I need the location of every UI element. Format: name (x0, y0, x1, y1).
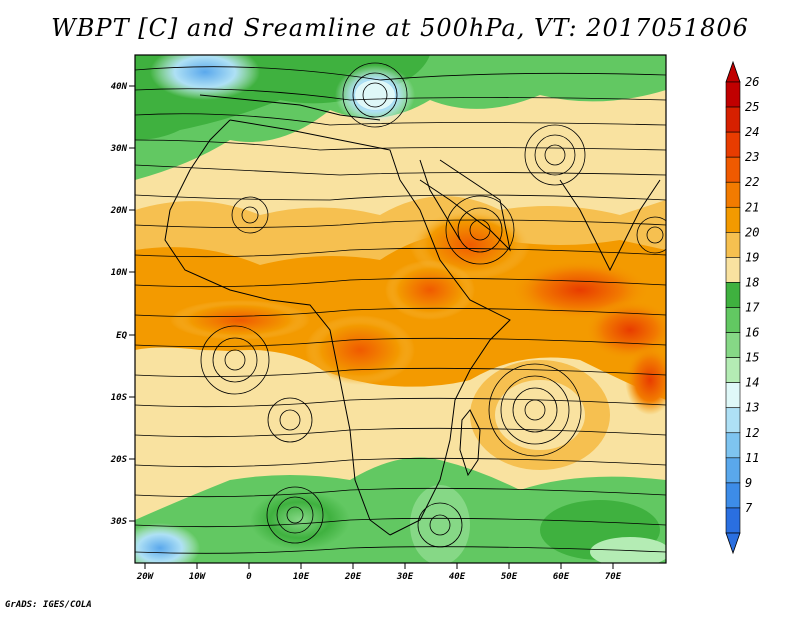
colorbar-swatch (725, 257, 741, 283)
streamlines (135, 62, 666, 554)
lat-label: EQ (116, 331, 127, 341)
colorbar-label: 23 (745, 150, 759, 164)
lat-label: 20N (110, 206, 128, 216)
colorbar-swatch (725, 232, 741, 258)
colorbar-swatch (725, 282, 741, 308)
lon-label: 60E (553, 572, 570, 582)
colorbar-label: 22 (745, 175, 759, 189)
colorbar-swatch (725, 507, 741, 534)
colorbar-label: 12 (745, 426, 759, 440)
colorbar-swatch (725, 206, 741, 233)
colorbar-label: 15 (745, 351, 759, 365)
colorbar-swatch (725, 407, 741, 434)
colorbar-label: 18 (745, 275, 759, 289)
colorbar-label: 14 (745, 376, 759, 390)
colorbar-label: 9 (745, 476, 752, 490)
colorbar-arrow-bottom (725, 532, 741, 555)
colorbar-label: 16 (745, 326, 759, 340)
colorbar-swatch (725, 81, 741, 108)
longitude-labels: 20W 10W 0 10E 20E 30E 40E 50E 60E 70E (136, 572, 622, 582)
colorbar-swatch (725, 106, 741, 133)
colorbar-label: 24 (745, 125, 759, 139)
colorbar: 26 25 24 23 22 21 20 19 18 17 16 15 14 13 12 11 9 7 (725, 60, 760, 555)
lon-label: 50E (501, 572, 518, 582)
colorbar-label: 7 (745, 501, 753, 515)
colorbar-label: 17 (745, 301, 760, 315)
colorbar-label: 19 (745, 250, 759, 264)
map-title: WBPT [C] and Sreamline at 500hPa, VT: 20… (51, 14, 749, 42)
colorbar-label: 11 (745, 451, 759, 465)
colorbar-label: 25 (745, 100, 759, 114)
colorbar-swatch (725, 131, 741, 158)
lon-label: 10W (189, 572, 207, 582)
colorbar-swatch (725, 482, 741, 509)
credit-label: GrADS: IGES/COLA (5, 600, 92, 610)
latitude-labels: 40N 30N 20N 10N EQ 10S 20S 30S (110, 82, 128, 527)
lon-label: 20W (136, 572, 155, 582)
colorbar-label: 13 (745, 401, 759, 415)
plot-frame (134, 54, 667, 564)
colorbar-label: 26 (745, 75, 759, 89)
lon-label: 30E (396, 572, 414, 582)
lon-label: 10E (293, 572, 310, 582)
lon-label: 0 (246, 572, 252, 582)
coastlines (164, 94, 661, 536)
lat-label: 10N (111, 268, 128, 278)
lat-label: 20S (110, 455, 128, 465)
lat-label: 30S (110, 517, 128, 527)
colorbar-swatch (725, 432, 741, 459)
axis-ticks (129, 85, 614, 569)
lat-label: 30N (110, 144, 128, 154)
colorbar-swatch (725, 382, 741, 409)
lat-label: 10S (111, 393, 128, 403)
colorbar-swatch (725, 332, 741, 358)
colorbar-swatch (725, 457, 741, 484)
lon-label: 70E (605, 572, 622, 582)
colorbar-arrow-top (725, 60, 741, 83)
colorbar-label: 21 (745, 200, 759, 214)
colorbar-label: 20 (745, 225, 759, 239)
colorbar-swatch (725, 307, 741, 333)
colorbar-swatch (725, 181, 741, 208)
lat-label: 40N (111, 82, 128, 92)
lon-label: 20E (344, 572, 362, 582)
lon-label: 40E (449, 572, 466, 582)
colorbar-swatch (725, 156, 741, 183)
colorbar-swatch (725, 357, 741, 383)
